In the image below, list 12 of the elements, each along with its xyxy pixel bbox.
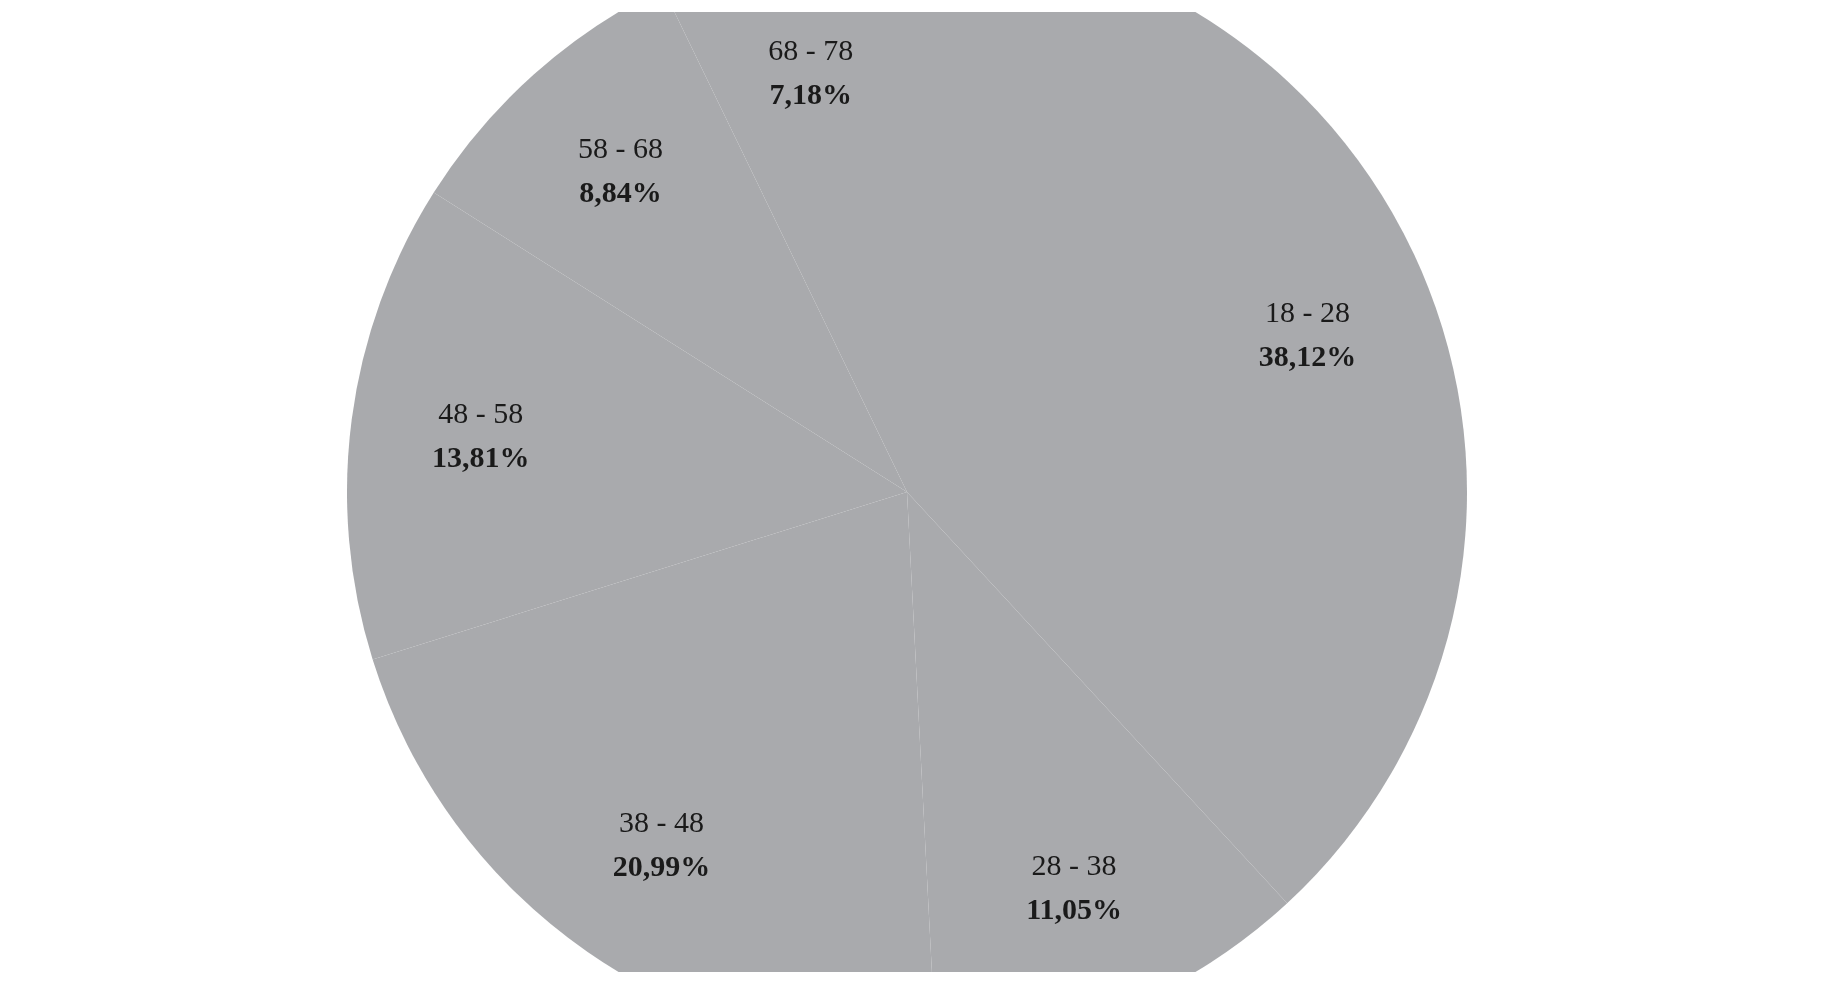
slice-label: 28 - 38	[1031, 848, 1117, 882]
slice-label: 58 - 68	[578, 131, 664, 165]
slice-label: 68 - 78	[768, 32, 854, 66]
slice-label: 48 - 58	[438, 396, 524, 430]
data-label: 13,81%	[431, 440, 530, 474]
data-label: 7,18%	[769, 76, 853, 110]
slice-label: 18 - 28	[1264, 295, 1350, 329]
data-label: 20,99%	[612, 849, 711, 883]
data-label: 38,12%	[1258, 339, 1357, 373]
data-label: 8,84%	[579, 175, 662, 209]
data-label: 11,05%	[1026, 892, 1122, 926]
slice-label: 38 - 48	[619, 805, 704, 839]
